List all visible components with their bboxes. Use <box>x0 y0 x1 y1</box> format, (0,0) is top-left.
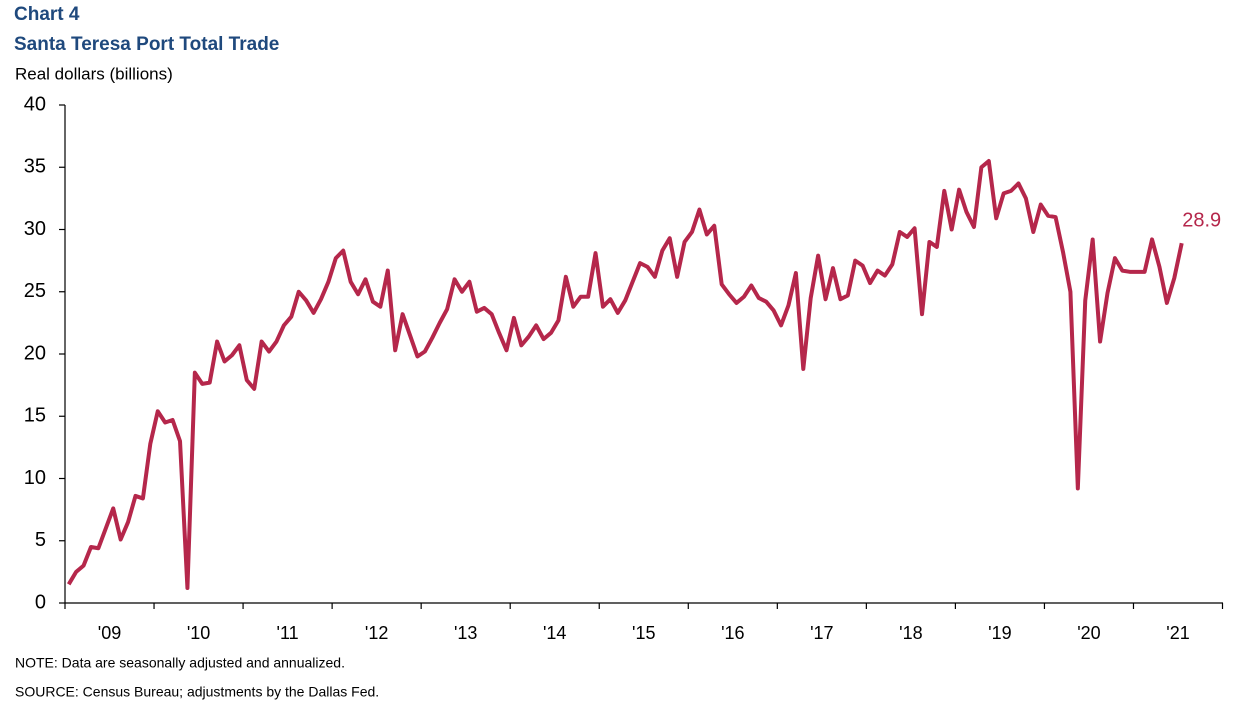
x-tick-label: '18 <box>899 623 922 643</box>
x-tick-label: '16 <box>721 623 744 643</box>
y-tick-label: 35 <box>24 156 46 178</box>
x-tick-label: '21 <box>1166 623 1189 643</box>
y-tick-label: 10 <box>24 467 46 489</box>
x-tick-label: '14 <box>543 623 566 643</box>
x-tick-label: '15 <box>632 623 655 643</box>
y-tick-label: 25 <box>24 280 46 302</box>
x-tick-label: '11 <box>277 623 299 643</box>
x-tick-label: '09 <box>98 623 121 643</box>
y-tick-label: 15 <box>24 405 46 427</box>
y-tick-label: 40 <box>24 93 46 115</box>
source: SOURCE: Census Bureau; adjustments by th… <box>15 684 379 700</box>
chart-title: Chart 4 <box>14 4 80 25</box>
x-tick-label: '20 <box>1077 623 1100 643</box>
y-tick-label: 5 <box>35 529 46 551</box>
data-line <box>66 159 1184 591</box>
y-tick-label: 0 <box>35 591 46 613</box>
x-tick-label: '13 <box>454 623 477 643</box>
chart-subtitle: Santa Teresa Port Total Trade <box>14 34 279 55</box>
x-tick-label: '17 <box>810 623 833 643</box>
x-tick-label: '10 <box>187 623 210 643</box>
data-label: 28.9 <box>1182 209 1221 231</box>
y-axis-label: Real dollars (billions) <box>15 64 173 83</box>
y-tick-label: 30 <box>24 218 46 240</box>
y-tick-label: 20 <box>24 342 46 364</box>
x-tick-label: '12 <box>365 623 388 643</box>
note: NOTE: Data are seasonally adjusted and a… <box>15 655 345 671</box>
x-tick-label: '19 <box>988 623 1011 643</box>
